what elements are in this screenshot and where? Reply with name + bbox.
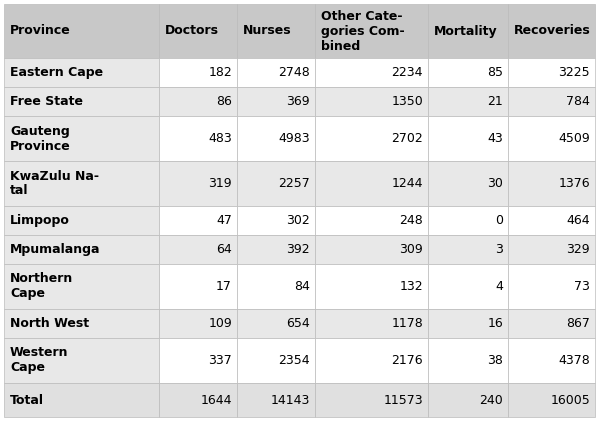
Text: 483: 483 <box>208 132 232 145</box>
Text: 3: 3 <box>495 243 503 256</box>
Text: 309: 309 <box>400 243 423 256</box>
Text: 1376: 1376 <box>558 177 590 190</box>
Text: Mortality: Mortality <box>434 24 498 37</box>
Text: 1644: 1644 <box>201 394 232 407</box>
Text: 2234: 2234 <box>392 66 423 79</box>
Text: 47: 47 <box>216 214 232 227</box>
Text: 64: 64 <box>216 243 232 256</box>
Text: Total: Total <box>10 394 44 407</box>
Text: 1350: 1350 <box>391 95 423 108</box>
Text: 464: 464 <box>567 214 590 227</box>
Text: 329: 329 <box>567 243 590 256</box>
Text: 16: 16 <box>487 317 503 330</box>
Text: 1244: 1244 <box>392 177 423 190</box>
Text: 21: 21 <box>487 95 503 108</box>
Text: 17: 17 <box>216 280 232 293</box>
Text: Nurses: Nurses <box>243 24 292 37</box>
Text: Mpumalanga: Mpumalanga <box>10 243 101 256</box>
Text: 4983: 4983 <box>279 132 310 145</box>
Text: 3225: 3225 <box>558 66 590 79</box>
Text: Eastern Cape: Eastern Cape <box>10 66 103 79</box>
Text: 132: 132 <box>400 280 423 293</box>
Text: 14143: 14143 <box>271 394 310 407</box>
Text: 319: 319 <box>208 177 232 190</box>
Text: 86: 86 <box>216 95 232 108</box>
Text: 337: 337 <box>208 354 232 367</box>
Text: 369: 369 <box>286 95 310 108</box>
Text: 30: 30 <box>487 177 503 190</box>
Text: 109: 109 <box>208 317 232 330</box>
Text: 2702: 2702 <box>391 132 423 145</box>
Text: Limpopo: Limpopo <box>10 214 70 227</box>
Text: Recoveries: Recoveries <box>514 24 591 37</box>
Text: Free State: Free State <box>10 95 83 108</box>
Text: 4378: 4378 <box>558 354 590 367</box>
Text: 73: 73 <box>574 280 590 293</box>
Text: Doctors: Doctors <box>165 24 219 37</box>
Text: 85: 85 <box>487 66 503 79</box>
Text: 2354: 2354 <box>279 354 310 367</box>
Text: North West: North West <box>10 317 89 330</box>
Text: 248: 248 <box>400 214 423 227</box>
Text: 4: 4 <box>495 280 503 293</box>
Text: 84: 84 <box>294 280 310 293</box>
Text: 43: 43 <box>487 132 503 145</box>
Text: 392: 392 <box>286 243 310 256</box>
Text: 4509: 4509 <box>558 132 590 145</box>
Text: 2176: 2176 <box>391 354 423 367</box>
Text: 38: 38 <box>487 354 503 367</box>
Text: 654: 654 <box>286 317 310 330</box>
Text: Other Cate-
gories Com-
bined: Other Cate- gories Com- bined <box>321 10 405 53</box>
Text: 0: 0 <box>495 214 503 227</box>
Text: Northern
Cape: Northern Cape <box>10 272 73 301</box>
Text: 2257: 2257 <box>279 177 310 190</box>
Text: 867: 867 <box>566 317 590 330</box>
Text: 11573: 11573 <box>383 394 423 407</box>
Text: 240: 240 <box>479 394 503 407</box>
Text: KwaZulu Na-
tal: KwaZulu Na- tal <box>10 170 99 197</box>
Text: 182: 182 <box>208 66 232 79</box>
Text: 1178: 1178 <box>391 317 423 330</box>
Text: 302: 302 <box>286 214 310 227</box>
Text: 784: 784 <box>566 95 590 108</box>
Text: Western
Cape: Western Cape <box>10 346 68 375</box>
Text: Gauteng
Province: Gauteng Province <box>10 125 71 152</box>
Text: 2748: 2748 <box>279 66 310 79</box>
Text: Province: Province <box>10 24 71 37</box>
Text: 16005: 16005 <box>550 394 590 407</box>
